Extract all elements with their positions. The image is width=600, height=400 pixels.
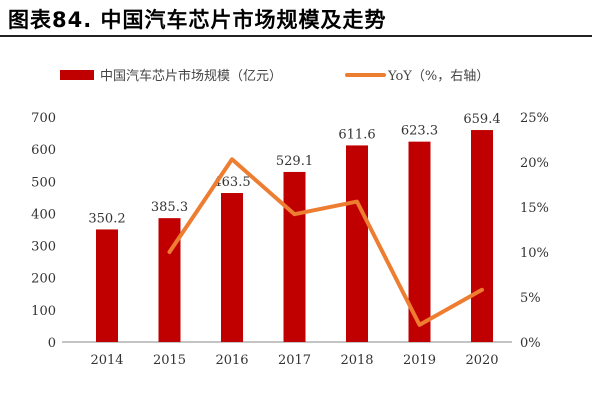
left-tick-label: 400 (31, 207, 56, 222)
bar-2014 (96, 229, 118, 342)
right-tick-label: 15% (520, 201, 549, 216)
left-tick-label: 700 (31, 111, 56, 126)
bar-data-label: 659.4 (463, 112, 500, 127)
legend-line-label: YoY（%，右轴） (387, 69, 489, 84)
bar-data-label: 350.2 (88, 211, 125, 226)
left-tick-label: 600 (31, 143, 56, 158)
bar-data-label: 623.3 (401, 124, 438, 139)
left-tick-label: 0 (48, 336, 56, 351)
bar-2017 (283, 171, 306, 342)
right-tick-label: 10% (520, 246, 549, 261)
x-tick-label: 2019 (403, 353, 436, 368)
bar-data-label: 385.3 (151, 200, 188, 215)
x-tick-label: 2015 (153, 353, 186, 368)
x-tick-label: 2018 (340, 353, 373, 368)
yoy-line (167, 157, 484, 327)
x-tick-label: 2014 (90, 353, 123, 368)
x-tick-label: 2020 (465, 353, 498, 368)
left-tick-label: 100 (31, 304, 56, 319)
x-tick-label: 2016 (215, 353, 248, 368)
x-tick-label: 2017 (278, 353, 311, 368)
left-tick-label: 300 (31, 240, 56, 255)
legend-bar-swatch (60, 70, 94, 80)
left-tick-label: 200 (31, 272, 56, 287)
bar-2015 (158, 218, 181, 342)
legend-bar-label: 中国汽车芯片市场规模（亿元） (100, 68, 282, 84)
bar-2020 (471, 130, 493, 342)
bar-data-label: 611.6 (338, 127, 375, 142)
right-tick-label: 20% (520, 156, 549, 171)
title-divider (0, 35, 592, 37)
bar-data-label: 529.1 (276, 154, 313, 169)
right-tick-label: 5% (520, 291, 541, 306)
bar-2019 (408, 141, 431, 342)
left-tick-label: 500 (31, 175, 56, 190)
right-tick-label: 0% (520, 336, 541, 351)
bar-2018 (346, 145, 368, 342)
bar-data-label: 463.5 (213, 175, 250, 190)
chart-title: 图表84. 中国汽车芯片市场规模及走势 (8, 8, 387, 32)
bar-2016 (221, 193, 243, 342)
right-tick-label: 25% (520, 111, 549, 126)
